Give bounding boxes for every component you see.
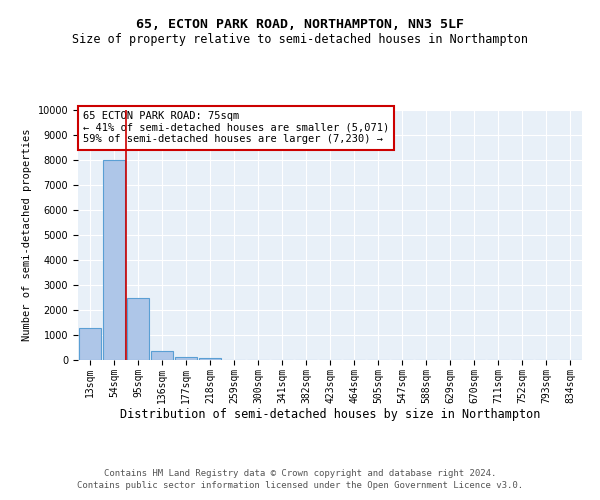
Text: Size of property relative to semi-detached houses in Northampton: Size of property relative to semi-detach… [72,32,528,46]
Text: Contains public sector information licensed under the Open Government Licence v3: Contains public sector information licen… [77,481,523,490]
Bar [151,350,173,360]
Bar [103,160,125,360]
Text: 65, ECTON PARK ROAD, NORTHAMPTON, NN3 5LF: 65, ECTON PARK ROAD, NORTHAMPTON, NN3 5L… [136,18,464,30]
Bar [79,328,101,360]
Text: Contains HM Land Registry data © Crown copyright and database right 2024.: Contains HM Land Registry data © Crown c… [104,468,496,477]
Bar [175,357,197,360]
Text: 65 ECTON PARK ROAD: 75sqm
← 41% of semi-detached houses are smaller (5,071)
59% : 65 ECTON PARK ROAD: 75sqm ← 41% of semi-… [83,112,389,144]
Bar [127,298,149,360]
X-axis label: Distribution of semi-detached houses by size in Northampton: Distribution of semi-detached houses by … [120,408,540,422]
Y-axis label: Number of semi-detached properties: Number of semi-detached properties [22,128,32,341]
Bar [199,358,221,360]
